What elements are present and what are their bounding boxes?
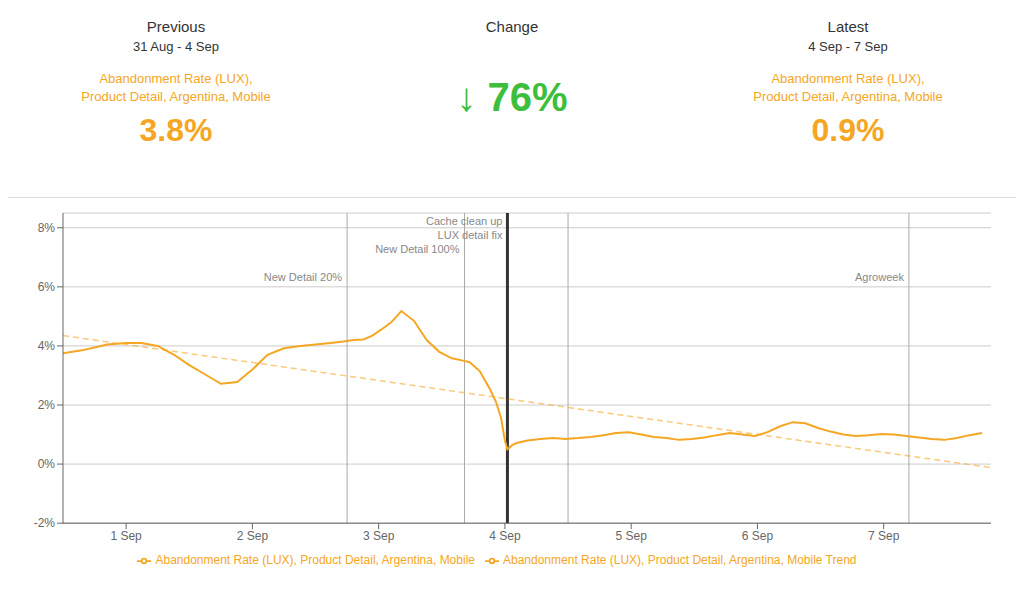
- html-text:Product Detail, Argentina, Mob: Product Detail, Argentina, Mobile: [753, 89, 943, 104]
- svg-text:0%: 0%: [38, 457, 56, 471]
- html-text:Abandonment Rate (LUX), Produc: Abandonment Rate (LUX), Product Detail, …: [155, 553, 475, 568]
- svg-text:8%: 8%: [38, 221, 56, 235]
- html-text:Product Detail, Argentina, Mob: Product Detail, Argentina, Mobile: [81, 89, 271, 104]
- html-text:4 Sep - 7 Sep: 4 Sep - 7 Sep: [808, 39, 888, 54]
- svg-text:-2%: -2%: [34, 516, 56, 530]
- svg-text:6%: 6%: [38, 280, 56, 294]
- html-text:Abandonment Rate (LUX), Produc: Abandonment Rate (LUX), Product Detail, …: [503, 553, 857, 568]
- svg-text:New Detail 20%: New Detail 20%: [264, 271, 342, 283]
- html-text:Change: Change: [485, 18, 539, 35]
- html-text:31 Aug - 4 Sep: 31 Aug - 4 Sep: [133, 39, 219, 54]
- html-text:Abandonment Rate (LUX),: Abandonment Rate (LUX),: [771, 71, 925, 86]
- svg-text:5 Sep: 5 Sep: [615, 529, 647, 543]
- svg-text:6 Sep: 6 Sep: [742, 529, 774, 543]
- html-text:Abandonment Rate (LUX),: Abandonment Rate (LUX),: [99, 71, 253, 86]
- svg-text:4%: 4%: [38, 339, 56, 353]
- svg-text:Agroweek: Agroweek: [855, 271, 904, 283]
- svg-text:Cache clean upLUX detail fix: Cache clean upLUX detail fix: [426, 215, 503, 241]
- html-text:0.9%: 0.9%: [811, 112, 885, 148]
- svg-text:2%: 2%: [38, 398, 56, 412]
- svg-text:4 Sep: 4 Sep: [489, 529, 521, 543]
- svg-text:3 Sep: 3 Sep: [363, 529, 395, 543]
- html-text:Previous: Previous: [146, 18, 206, 35]
- html-text:3.8%: 3.8%: [139, 112, 213, 148]
- html-text:Latest: Latest: [827, 18, 869, 35]
- svg-text:1 Sep: 1 Sep: [110, 529, 142, 543]
- html-text:↓ 76%: ↓ 76%: [456, 75, 568, 119]
- svg-text:7 Sep: 7 Sep: [868, 529, 900, 543]
- svg-text:2 Sep: 2 Sep: [237, 529, 269, 543]
- svg-text:New Detail 100%: New Detail 100%: [375, 243, 460, 255]
